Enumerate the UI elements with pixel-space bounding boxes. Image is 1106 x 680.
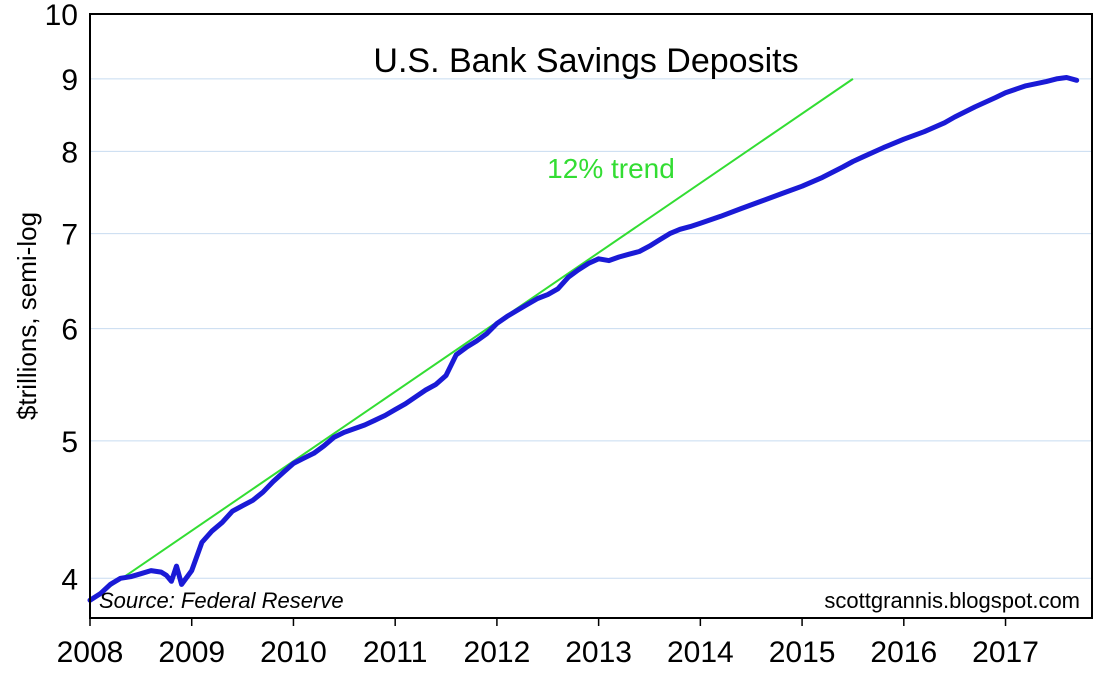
trend-line [89, 78, 854, 602]
series-line [87, 75, 1080, 603]
x-tick-label: 2017 [972, 636, 1039, 669]
plot-frame [89, 13, 1093, 619]
x-tick-marks [89, 618, 1007, 626]
x-tick-label: 2009 [158, 636, 225, 669]
x-tick-label: 2015 [769, 636, 836, 669]
y-tick-label: 8 [61, 136, 78, 169]
y-tick-labels: 4 5 6 7 8 9 10 [45, 0, 78, 596]
x-tick-label: 2011 [363, 636, 428, 669]
x-tick-label: 2010 [260, 636, 327, 669]
x-tick-label: 2012 [464, 636, 531, 669]
trend-label: 12% trend [547, 153, 675, 184]
chart-title: U.S. Bank Savings Deposits [373, 42, 798, 80]
x-tick-label: 2016 [870, 636, 937, 669]
y-tick-label: 10 [45, 0, 78, 32]
plot-background [90, 14, 1092, 618]
x-tick-label: 2008 [57, 636, 124, 669]
x-tick-label: 2014 [667, 636, 734, 669]
credit-note: scottgrannis.blogspot.com [824, 588, 1080, 613]
y-tick-label: 9 [61, 64, 78, 97]
y-tick-label: 7 [61, 219, 78, 252]
y-axis-label: $trillions, semi-log [12, 212, 42, 420]
x-tick-labels: 2008 2009 2010 2011 2012 2013 2014 2015 2016 2017 [57, 636, 1039, 669]
x-tick-label: 2013 [565, 636, 632, 669]
source-note: Source: Federal Reserve [99, 588, 344, 613]
y-tick-label: 5 [61, 426, 78, 459]
y-tick-label: 4 [61, 563, 78, 596]
y-tick-label: 6 [61, 314, 78, 347]
